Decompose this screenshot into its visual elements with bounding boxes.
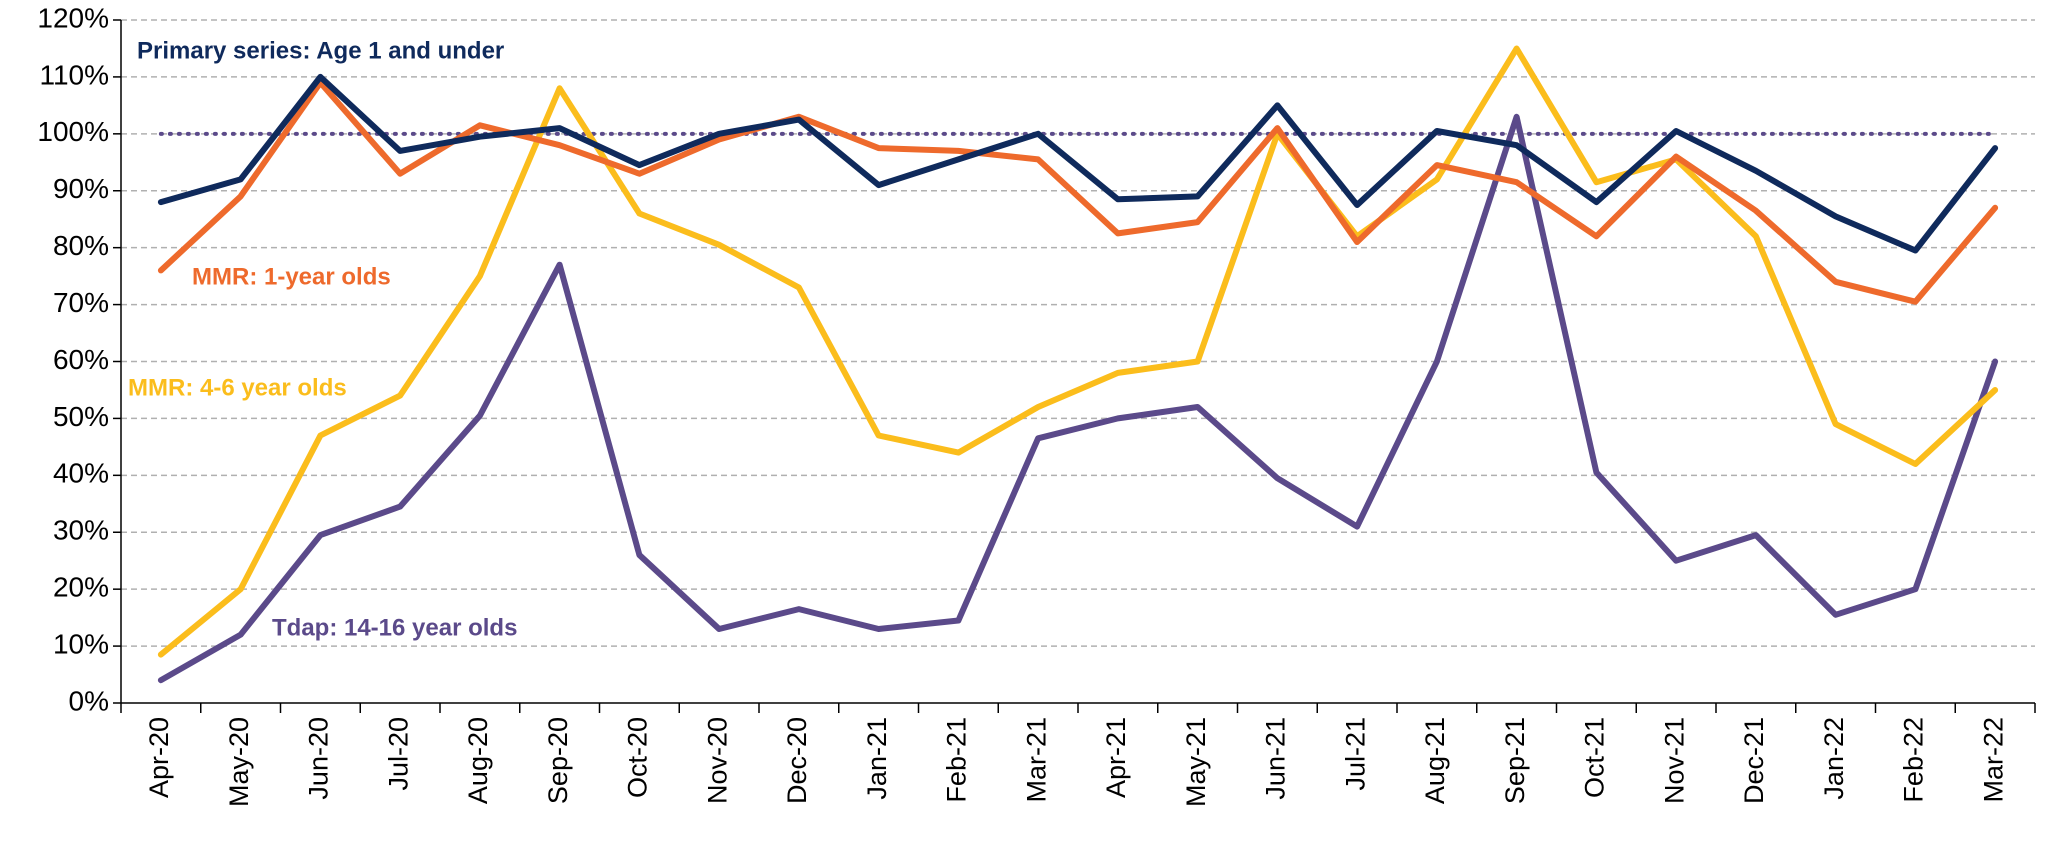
series-label: MMR: 4-6 year olds: [128, 374, 347, 401]
series-label: Tdap: 14-16 year olds: [272, 614, 517, 641]
y-tick-label: 100%: [37, 116, 109, 147]
x-tick-label: Feb-22: [1899, 717, 1929, 803]
x-tick-label: Oct-20: [623, 717, 653, 798]
series-line: [157, 45, 1999, 658]
y-tick-label: 50%: [53, 401, 109, 432]
x-tick-label: Jul-21: [1340, 717, 1370, 791]
series-line: [157, 113, 1999, 684]
y-tick-label: 110%: [39, 59, 109, 90]
x-tick-label: Nov-20: [702, 717, 732, 804]
y-tick-label: 20%: [53, 572, 109, 603]
x-tick-label: Aug-21: [1420, 717, 1450, 804]
x-tick-label: Sep-21: [1500, 717, 1530, 804]
x-tick-label: Jan-22: [1819, 717, 1849, 800]
x-tick-label: Nov-21: [1659, 717, 1689, 804]
x-tick-label: Jan-21: [862, 717, 892, 800]
x-tick-label: Jun-20: [304, 717, 334, 800]
x-tick-label: Mar-21: [1021, 717, 1051, 803]
x-tick-label: Oct-21: [1580, 717, 1610, 798]
x-tick-label: Sep-20: [543, 717, 573, 804]
y-tick-label: 80%: [53, 230, 109, 261]
x-tick-label: Apr-21: [1101, 717, 1131, 798]
x-tick-label: Dec-20: [782, 717, 812, 804]
y-tick-label: 10%: [53, 628, 109, 659]
x-tick-label: Dec-21: [1739, 717, 1769, 804]
series-label: MMR: 1-year olds: [192, 263, 391, 290]
x-tick-label: Apr-20: [144, 717, 174, 798]
x-tick-label: May-20: [224, 717, 254, 807]
x-tick-label: May-21: [1181, 717, 1211, 807]
x-tick-label: Mar-22: [1978, 717, 2008, 803]
y-tick-label: 70%: [53, 287, 109, 318]
x-tick-label: Jun-21: [1261, 717, 1291, 800]
x-tick-label: Feb-21: [942, 717, 972, 803]
series-line: [157, 73, 1999, 254]
y-tick-label: 40%: [53, 458, 109, 489]
y-tick-label: 120%: [37, 2, 109, 33]
y-tick-label: 30%: [53, 515, 109, 546]
y-tick-label: 90%: [53, 173, 109, 204]
y-tick-label: 0%: [69, 685, 109, 716]
series-label: Primary series: Age 1 and under: [137, 37, 504, 64]
y-tick-label: 60%: [53, 344, 109, 375]
series-line: [157, 79, 1999, 305]
x-tick-label: Aug-20: [463, 717, 493, 804]
x-tick-label: Jul-20: [383, 717, 413, 791]
